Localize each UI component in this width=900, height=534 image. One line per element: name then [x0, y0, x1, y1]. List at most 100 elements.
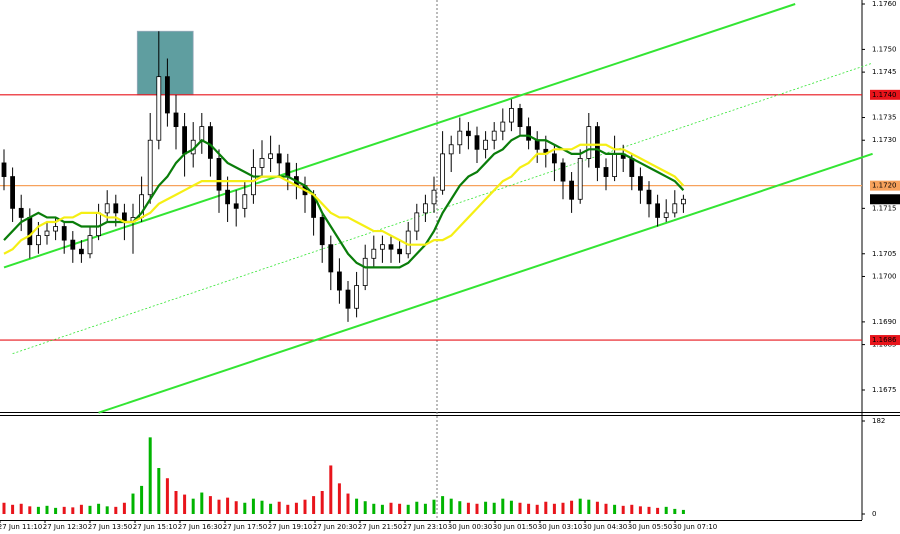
candle-body [457, 130, 463, 146]
trendline [12, 62, 873, 355]
volume-bar [2, 502, 6, 514]
candle-body [147, 139, 153, 196]
candle-body [345, 289, 351, 309]
candle-body [225, 189, 231, 205]
candle-body [500, 121, 506, 132]
volume-bar [251, 498, 255, 514]
volume-bar [423, 503, 427, 514]
volume-bar [372, 503, 376, 514]
volume-bar [380, 504, 384, 514]
level-tag [870, 335, 900, 346]
volume-bar [630, 504, 634, 514]
volume-bar [54, 507, 58, 514]
candle-body [173, 112, 179, 128]
x-tick-label: 27 Jun 19:10 [268, 523, 312, 531]
volume-bar [441, 496, 445, 514]
x-tick-label: 30 Jun 07:10 [673, 523, 717, 531]
candle-body [448, 144, 454, 155]
volume-bar [604, 503, 608, 514]
candle-body [569, 180, 574, 200]
candle-body [526, 126, 531, 141]
candle-body [612, 153, 617, 177]
volume-bar [466, 502, 470, 514]
candle-body [371, 248, 377, 259]
candle-body [655, 203, 660, 218]
x-tick-label: 27 Jun 13:50 [88, 523, 132, 531]
y-tick-label: 1.1745 [872, 68, 897, 76]
level-label: 1.1740 [872, 91, 897, 99]
level-tag [870, 89, 900, 100]
volume-bar [260, 500, 264, 514]
volume-bar [286, 504, 290, 514]
candle-body [259, 157, 265, 168]
candle-body [560, 162, 566, 182]
y-tick-label: 1.1715 [872, 204, 897, 212]
volume-bar [183, 494, 187, 514]
y-tick-label: 1.1760 [872, 0, 897, 8]
volume-bar [131, 493, 135, 514]
volume-bar [200, 492, 204, 514]
x-tick-label: 27 Jun 16:30 [178, 523, 222, 531]
candle-body [10, 176, 16, 209]
volume-bar [492, 502, 496, 514]
volume-bar [475, 503, 479, 514]
y-tick-label: 1.1730 [872, 136, 897, 144]
candle-body [629, 157, 635, 177]
candle-body [156, 76, 162, 141]
volume-bar [148, 437, 152, 514]
x-tick-label: 27 Jun 12:30 [43, 523, 87, 531]
current-price-label: 1.1717 [872, 195, 897, 203]
candle-body [474, 135, 480, 150]
volume-bar [595, 501, 599, 514]
x-tick-label: 27 Jun 11:10 [0, 523, 42, 531]
moving-average [3, 143, 685, 255]
volume-bar [458, 501, 462, 514]
candle-body [328, 244, 334, 273]
candle-body [104, 203, 110, 214]
volume-bar [226, 497, 230, 514]
candle-body [431, 189, 437, 205]
x-tick-label: 30 Jun 05:50 [628, 523, 672, 531]
volume-bar [647, 506, 651, 514]
volume-bar [165, 478, 169, 514]
candle-body [672, 203, 678, 214]
candle-body [638, 176, 643, 191]
volume-bar [664, 506, 668, 514]
candle-body [44, 230, 50, 236]
volume-bar [174, 491, 178, 514]
volume-bar [191, 498, 195, 514]
y-tick-label: 1.1705 [872, 250, 897, 258]
volume-bar [535, 504, 539, 514]
candle-body [440, 153, 446, 191]
volume-bar [587, 499, 591, 514]
candle-body [646, 189, 652, 205]
volume-bar [19, 503, 23, 514]
candle-body [397, 248, 403, 255]
y-tick-label: 1.1750 [872, 45, 897, 53]
candle-body [414, 212, 420, 232]
volume-bar [303, 499, 307, 514]
candle-body [70, 239, 76, 250]
candle-body [483, 139, 489, 150]
volume-bar [36, 506, 40, 514]
volume-bar [79, 504, 83, 514]
volume-bar [71, 507, 75, 514]
volume-bar [570, 500, 574, 514]
volume-bar [527, 503, 531, 514]
volume-bar [88, 505, 92, 514]
candle-body [465, 130, 471, 137]
candle-body [534, 139, 540, 150]
candle-body [285, 162, 291, 177]
candle-body [27, 217, 33, 246]
candle-body [422, 203, 428, 214]
volume-bar [277, 501, 281, 514]
volume-bar [363, 501, 367, 514]
current-price-tag [870, 194, 900, 205]
x-tick-label: 30 Jun 04:30 [583, 523, 627, 531]
volume-bar [312, 496, 316, 514]
candle-body [663, 212, 669, 218]
candle-body [96, 212, 101, 237]
volume-bar [613, 504, 617, 514]
